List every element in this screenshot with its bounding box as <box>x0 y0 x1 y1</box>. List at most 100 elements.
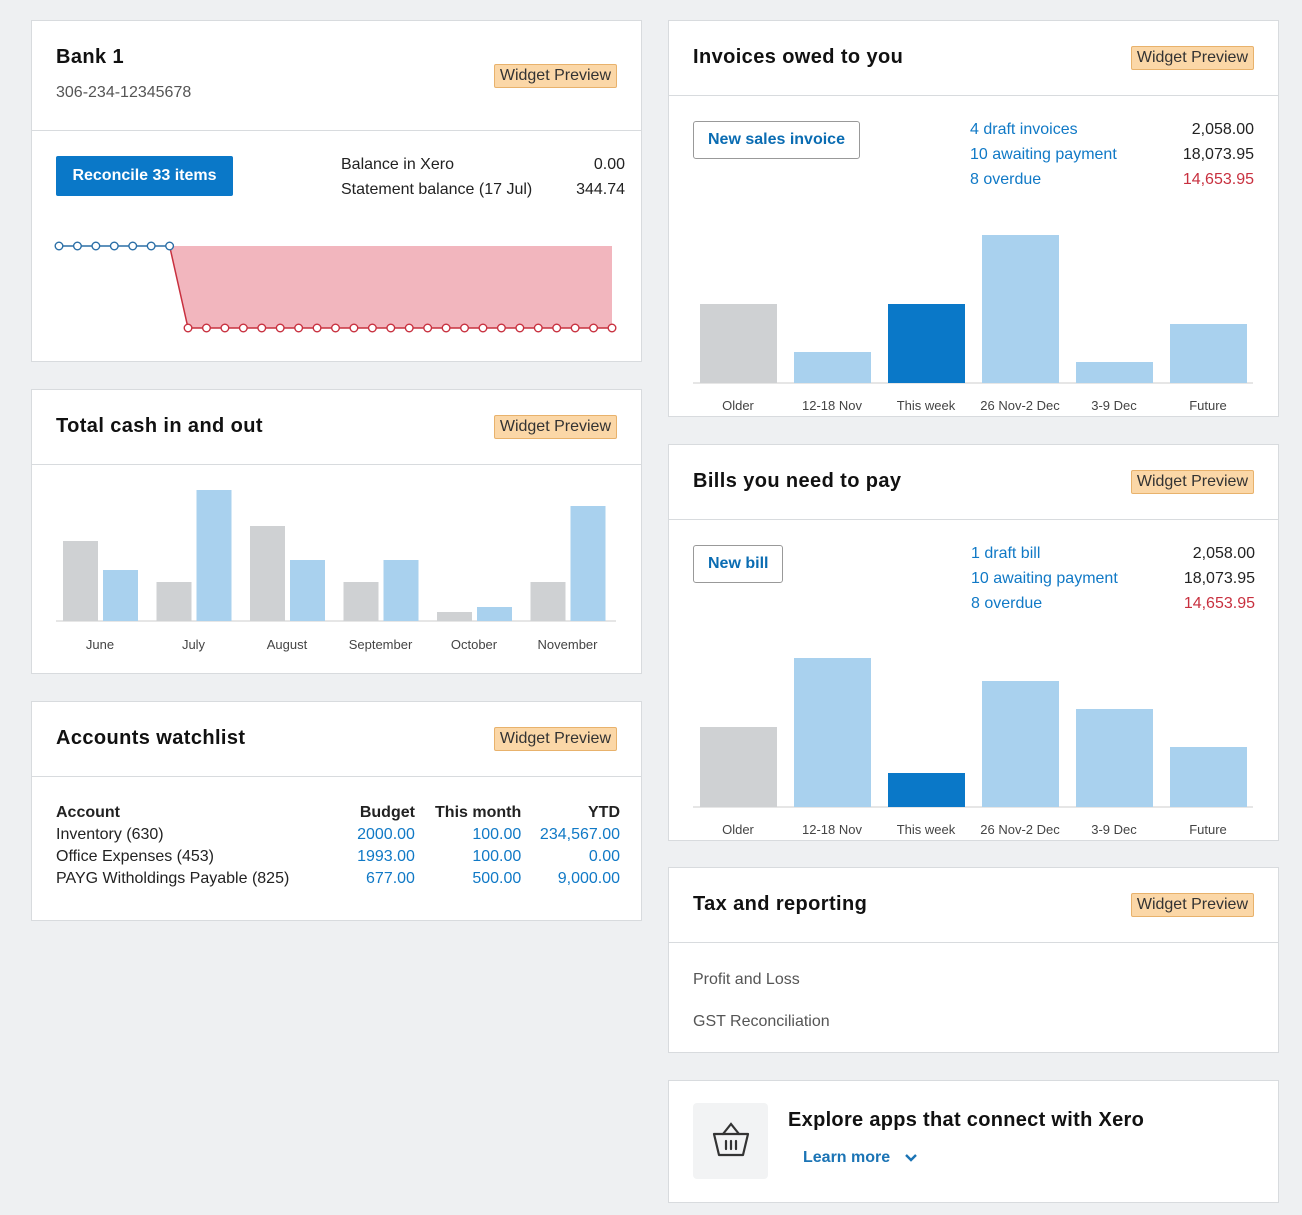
bar <box>196 490 232 621</box>
widget-preview-badge: Widget Preview <box>493 727 617 751</box>
tax-title[interactable]: Tax and reporting <box>693 893 868 915</box>
bar <box>477 607 512 621</box>
data-point <box>183 323 193 333</box>
watchlist-widget: Accounts watchlist Widget Preview Accoun… <box>31 701 642 921</box>
x-tick-label: November <box>538 637 599 652</box>
data-point <box>367 323 377 333</box>
x-tick-label: 26 Nov-2 Dec <box>980 822 1060 835</box>
invoices-chart: Older 12-18 Nov This week 26 Nov-2 Dec 3-9 D… <box>693 235 1253 411</box>
apps-widget: Explore apps that connect with Xero Lear… <box>668 1080 1279 1203</box>
data-point <box>496 323 506 333</box>
bills-chart: Older 12-18 Nov This week 26 Nov-2 Dec 3-9 D… <box>693 658 1253 835</box>
account-name: PAYG Witholdings Payable (825) <box>56 870 290 887</box>
new-sales-invoice-button[interactable]: New sales invoice <box>693 121 860 159</box>
new-bill-button[interactable]: New bill <box>693 545 784 583</box>
bar <box>437 612 472 621</box>
col-ytd: YTD <box>588 804 620 821</box>
ytd[interactable]: 234,567.00 <box>539 826 620 843</box>
tax-widget: Tax and reporting Widget Preview Profit … <box>668 867 1279 1053</box>
ytd[interactable]: 9,000.00 <box>557 870 620 887</box>
invoices-title[interactable]: Invoices owed to you <box>693 46 904 68</box>
overdue-link[interactable]: 8 overdue <box>970 171 1042 188</box>
data-point <box>404 323 414 333</box>
x-tick-label: October <box>451 637 498 652</box>
bar <box>1170 324 1247 383</box>
data-point <box>109 241 119 251</box>
data-point <box>570 323 580 333</box>
table-row[interactable]: PAYG Witholdings Payable (825) 677.00 500.… <box>56 868 620 890</box>
basket-icon <box>693 1103 768 1179</box>
bank-title[interactable]: Bank 1 <box>56 46 124 68</box>
widget-preview-badge: Widget Preview <box>493 415 617 439</box>
data-point <box>146 241 156 251</box>
x-tick-label: 12-18 Nov <box>802 398 862 411</box>
learn-more-label: Learn more <box>803 1149 891 1166</box>
overdue-value: 14,653.95 <box>1182 171 1254 188</box>
widget-preview-badge: Widget Preview <box>1130 470 1254 494</box>
x-tick-label: Oct 29 <box>113 348 151 351</box>
cash-widget: Total cash in and out Widget Preview Jun… <box>31 389 642 674</box>
unreconciled-area <box>169 246 612 328</box>
x-tick-label: 26 Nov-2 Dec <box>980 398 1060 411</box>
cash-title[interactable]: Total cash in and out <box>56 415 263 437</box>
x-tick-label: September <box>349 637 413 652</box>
table-row[interactable]: Office Expenses (453) 1993.00 100.00 0.00 <box>56 846 620 868</box>
learn-more-button[interactable]: Learn more <box>803 1149 918 1167</box>
statement-value: 344.74 <box>576 181 625 198</box>
profit-and-loss-link[interactable]: Profit and Loss <box>693 971 800 988</box>
budget[interactable]: 1993.00 <box>357 848 415 865</box>
bar <box>982 235 1059 383</box>
data-point <box>552 323 562 333</box>
bar <box>530 582 566 621</box>
x-tick-label: August <box>267 637 308 652</box>
watchlist-title[interactable]: Accounts watchlist <box>56 727 246 749</box>
x-tick-label: June <box>86 637 114 652</box>
draft-bill-link[interactable]: 1 draft bill <box>971 545 1041 562</box>
bar <box>250 526 285 621</box>
x-tick-label: This week <box>897 822 956 835</box>
data-point <box>478 323 488 333</box>
awaiting-payment-link[interactable]: 10 awaiting payment <box>971 570 1118 587</box>
reconcile-button[interactable]: Reconcile 33 items <box>56 156 233 196</box>
draft-invoices-link[interactable]: 4 draft invoices <box>970 121 1078 138</box>
bar <box>794 658 871 807</box>
gst-reconciliation-link[interactable]: GST Reconciliation <box>693 1013 830 1030</box>
x-tick-label: Nov 19 <box>526 348 567 351</box>
awaiting-payment-link[interactable]: 10 awaiting payment <box>970 146 1117 163</box>
budget[interactable]: 2000.00 <box>357 826 415 843</box>
ytd[interactable]: 0.00 <box>588 848 620 865</box>
this-month[interactable]: 500.00 <box>472 870 522 887</box>
x-tick-label: Older <box>722 822 754 835</box>
draft-value: 2,058.00 <box>1191 121 1254 138</box>
account-name: Office Expenses (453) <box>56 848 215 865</box>
widget-preview-badge: Widget Preview <box>1130 893 1254 917</box>
bar <box>1170 747 1247 807</box>
bar <box>982 681 1059 807</box>
bills-title[interactable]: Bills you need to pay <box>693 470 902 492</box>
data-point <box>294 323 304 333</box>
overdue-value: 14,653.95 <box>1183 595 1255 612</box>
table-header: Account Budget This month YTD <box>56 802 620 824</box>
data-point <box>441 323 451 333</box>
account-name: Inventory (630) <box>56 826 164 843</box>
this-month[interactable]: 100.00 <box>472 826 522 843</box>
invoices-widget: Invoices owed to you Widget Preview New … <box>668 20 1279 417</box>
balance-in-xero: Balance in Xero 0.00 <box>341 156 625 174</box>
account-number: 306-234-12345678 <box>56 84 192 101</box>
bar <box>103 570 138 621</box>
budget[interactable]: 677.00 <box>366 870 415 887</box>
data-point <box>238 323 248 333</box>
data-point <box>386 323 396 333</box>
bar <box>290 560 325 621</box>
data-point <box>331 323 341 333</box>
data-point <box>91 241 101 251</box>
bar <box>888 304 965 383</box>
this-month[interactable]: 100.00 <box>472 848 522 865</box>
bar <box>1076 709 1153 807</box>
data-point <box>533 323 543 333</box>
data-point <box>220 323 230 333</box>
data-point <box>165 241 175 251</box>
table-row[interactable]: Inventory (630) 2000.00 100.00 234,567.00 <box>56 824 620 846</box>
widget-preview-badge: Widget Preview <box>1130 46 1254 70</box>
overdue-link[interactable]: 8 overdue <box>971 595 1043 612</box>
